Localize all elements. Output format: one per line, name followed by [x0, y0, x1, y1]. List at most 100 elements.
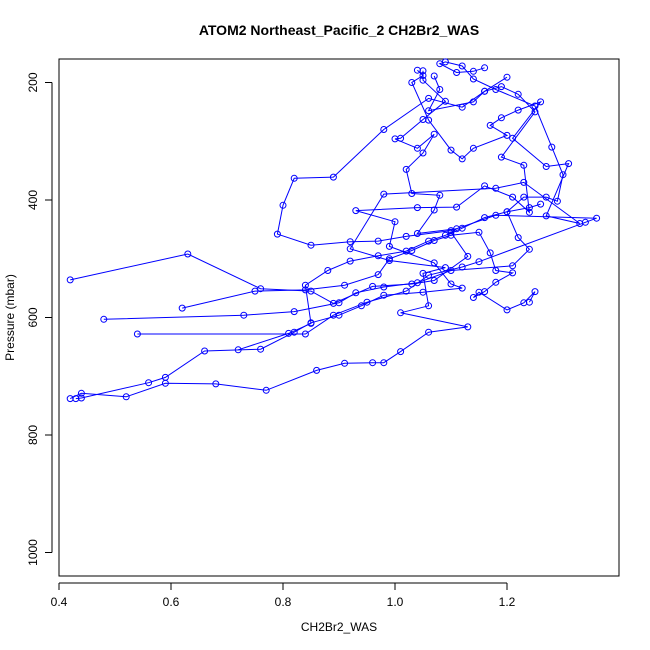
y-axis: 200 400 600 800 1000 [26, 72, 53, 566]
series-1 [66, 66, 584, 403]
data-point [542, 212, 550, 220]
data-point [425, 237, 433, 245]
data-point [497, 114, 505, 122]
data-point [66, 276, 74, 284]
data-point [419, 67, 427, 75]
data-point [212, 380, 220, 388]
data-point [419, 116, 427, 123]
data-point [458, 155, 466, 163]
data-point [553, 197, 561, 205]
x-axis-label: CH2Br2_WAS [301, 620, 377, 634]
data-point [525, 208, 533, 216]
data-point [380, 190, 388, 198]
data-point [257, 285, 265, 293]
data-point [486, 121, 494, 129]
data-point [531, 102, 539, 110]
data-point [520, 178, 528, 186]
x-tick-label: 1.0 [387, 595, 404, 609]
data-point [285, 329, 293, 337]
data-point [425, 271, 433, 279]
data-point [514, 234, 522, 242]
data-point [369, 359, 377, 367]
data-point [346, 257, 354, 265]
data-point [77, 389, 85, 397]
series-5 [133, 73, 601, 338]
data-point [145, 379, 153, 387]
data-point [469, 144, 477, 152]
data-point [307, 319, 315, 327]
data-point [458, 284, 466, 292]
data-point [201, 347, 209, 355]
x-axis: 0.4 0.6 0.8 1.0 1.2 [51, 582, 516, 609]
plot-frame [58, 58, 620, 577]
data-point [492, 184, 500, 192]
data-point [441, 97, 449, 105]
y-tick-label: 600 [26, 307, 40, 327]
data-point [184, 250, 192, 258]
data-point [492, 278, 500, 286]
data-point [413, 279, 421, 287]
data-point [565, 160, 573, 168]
data-point [525, 298, 533, 306]
series-line [75, 75, 536, 400]
data-point [363, 298, 371, 306]
data-point [257, 345, 265, 353]
data-point [581, 218, 589, 226]
data-point [481, 182, 489, 190]
data-point [458, 224, 466, 232]
data-point [391, 218, 399, 226]
data-point [430, 72, 438, 80]
data-point [469, 75, 477, 83]
data-point [408, 79, 416, 86]
data-point [447, 146, 455, 154]
data-point [329, 173, 337, 181]
data-point [329, 311, 337, 319]
data-point [503, 306, 511, 314]
data-point [324, 267, 332, 274]
series-4 [100, 58, 567, 323]
data-point [486, 249, 494, 257]
data-point [531, 288, 539, 296]
data-point [413, 144, 421, 152]
data-point [514, 106, 522, 114]
data-point [492, 86, 500, 93]
data-point [380, 126, 388, 133]
data-point [402, 287, 410, 295]
plot-area [66, 58, 601, 403]
series-7 [234, 200, 545, 354]
data-point [122, 393, 130, 401]
data-point [542, 163, 550, 170]
data-point [402, 247, 410, 255]
data-point [537, 98, 545, 106]
data-point [447, 227, 455, 235]
data-point [335, 299, 343, 307]
data-point [542, 193, 550, 201]
data-point [341, 281, 349, 289]
data-point [559, 171, 567, 179]
data-point [251, 287, 259, 295]
data-point [453, 69, 461, 76]
data-point [380, 291, 388, 299]
data-point [430, 130, 438, 138]
data-point [273, 230, 281, 238]
data-point [430, 206, 438, 214]
data-point [425, 107, 433, 115]
data-point [133, 330, 141, 338]
y-tick-label: 400 [26, 190, 40, 210]
data-point [492, 267, 500, 274]
data-point [419, 76, 427, 84]
data-point [475, 228, 483, 236]
data-point [100, 315, 108, 323]
series-line [137, 76, 597, 335]
data-point [537, 200, 545, 208]
series-line [69, 69, 581, 400]
data-point [380, 283, 388, 291]
data-point [178, 304, 186, 312]
data-point [447, 280, 455, 288]
data-point [397, 309, 405, 317]
data-point [475, 288, 483, 296]
data-point [514, 90, 522, 98]
data-point [161, 373, 169, 381]
